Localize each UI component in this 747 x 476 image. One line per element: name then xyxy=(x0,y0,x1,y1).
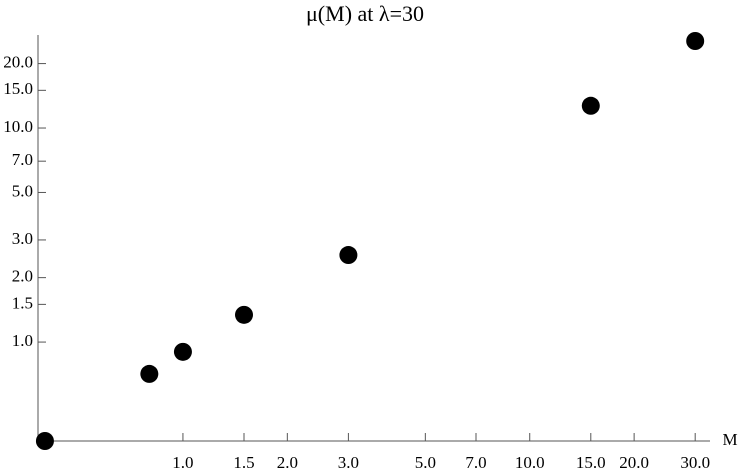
y-tick-label: 2.0 xyxy=(12,267,33,286)
x-tick-label: 20.0 xyxy=(619,453,649,472)
point xyxy=(235,305,254,324)
x-tick-label: 1.0 xyxy=(172,453,193,472)
x-tick-label: 7.0 xyxy=(465,453,486,472)
chart-title: μ(M) at λ=30 xyxy=(306,1,424,26)
point xyxy=(581,96,600,115)
x-tick-label: 15.0 xyxy=(576,453,606,472)
x-tick-label: 10.0 xyxy=(515,453,545,472)
x-tick-label: 1.5 xyxy=(233,453,254,472)
y-tick-label: 20.0 xyxy=(3,52,33,71)
x-tick-label: 30.0 xyxy=(680,453,710,472)
y-tick-label: 1.0 xyxy=(12,331,33,350)
y-tick-label: 7.0 xyxy=(12,150,33,169)
point xyxy=(173,342,192,361)
y-tick-label: 1.5 xyxy=(12,293,33,312)
y-tick-label: 3.0 xyxy=(12,229,33,248)
y-tick-label: 5.0 xyxy=(12,181,33,200)
x-tick-label: 3.0 xyxy=(338,453,359,472)
point xyxy=(339,246,358,265)
y-tick-label: 15.0 xyxy=(3,79,33,98)
point xyxy=(35,432,54,450)
point xyxy=(686,31,705,50)
x-tick-label: 5.0 xyxy=(415,453,436,472)
x-axis-label: M xyxy=(722,430,737,449)
y-tick-label: 10.0 xyxy=(3,117,33,136)
point xyxy=(140,364,159,383)
x-tick-label: 2.0 xyxy=(277,453,298,472)
